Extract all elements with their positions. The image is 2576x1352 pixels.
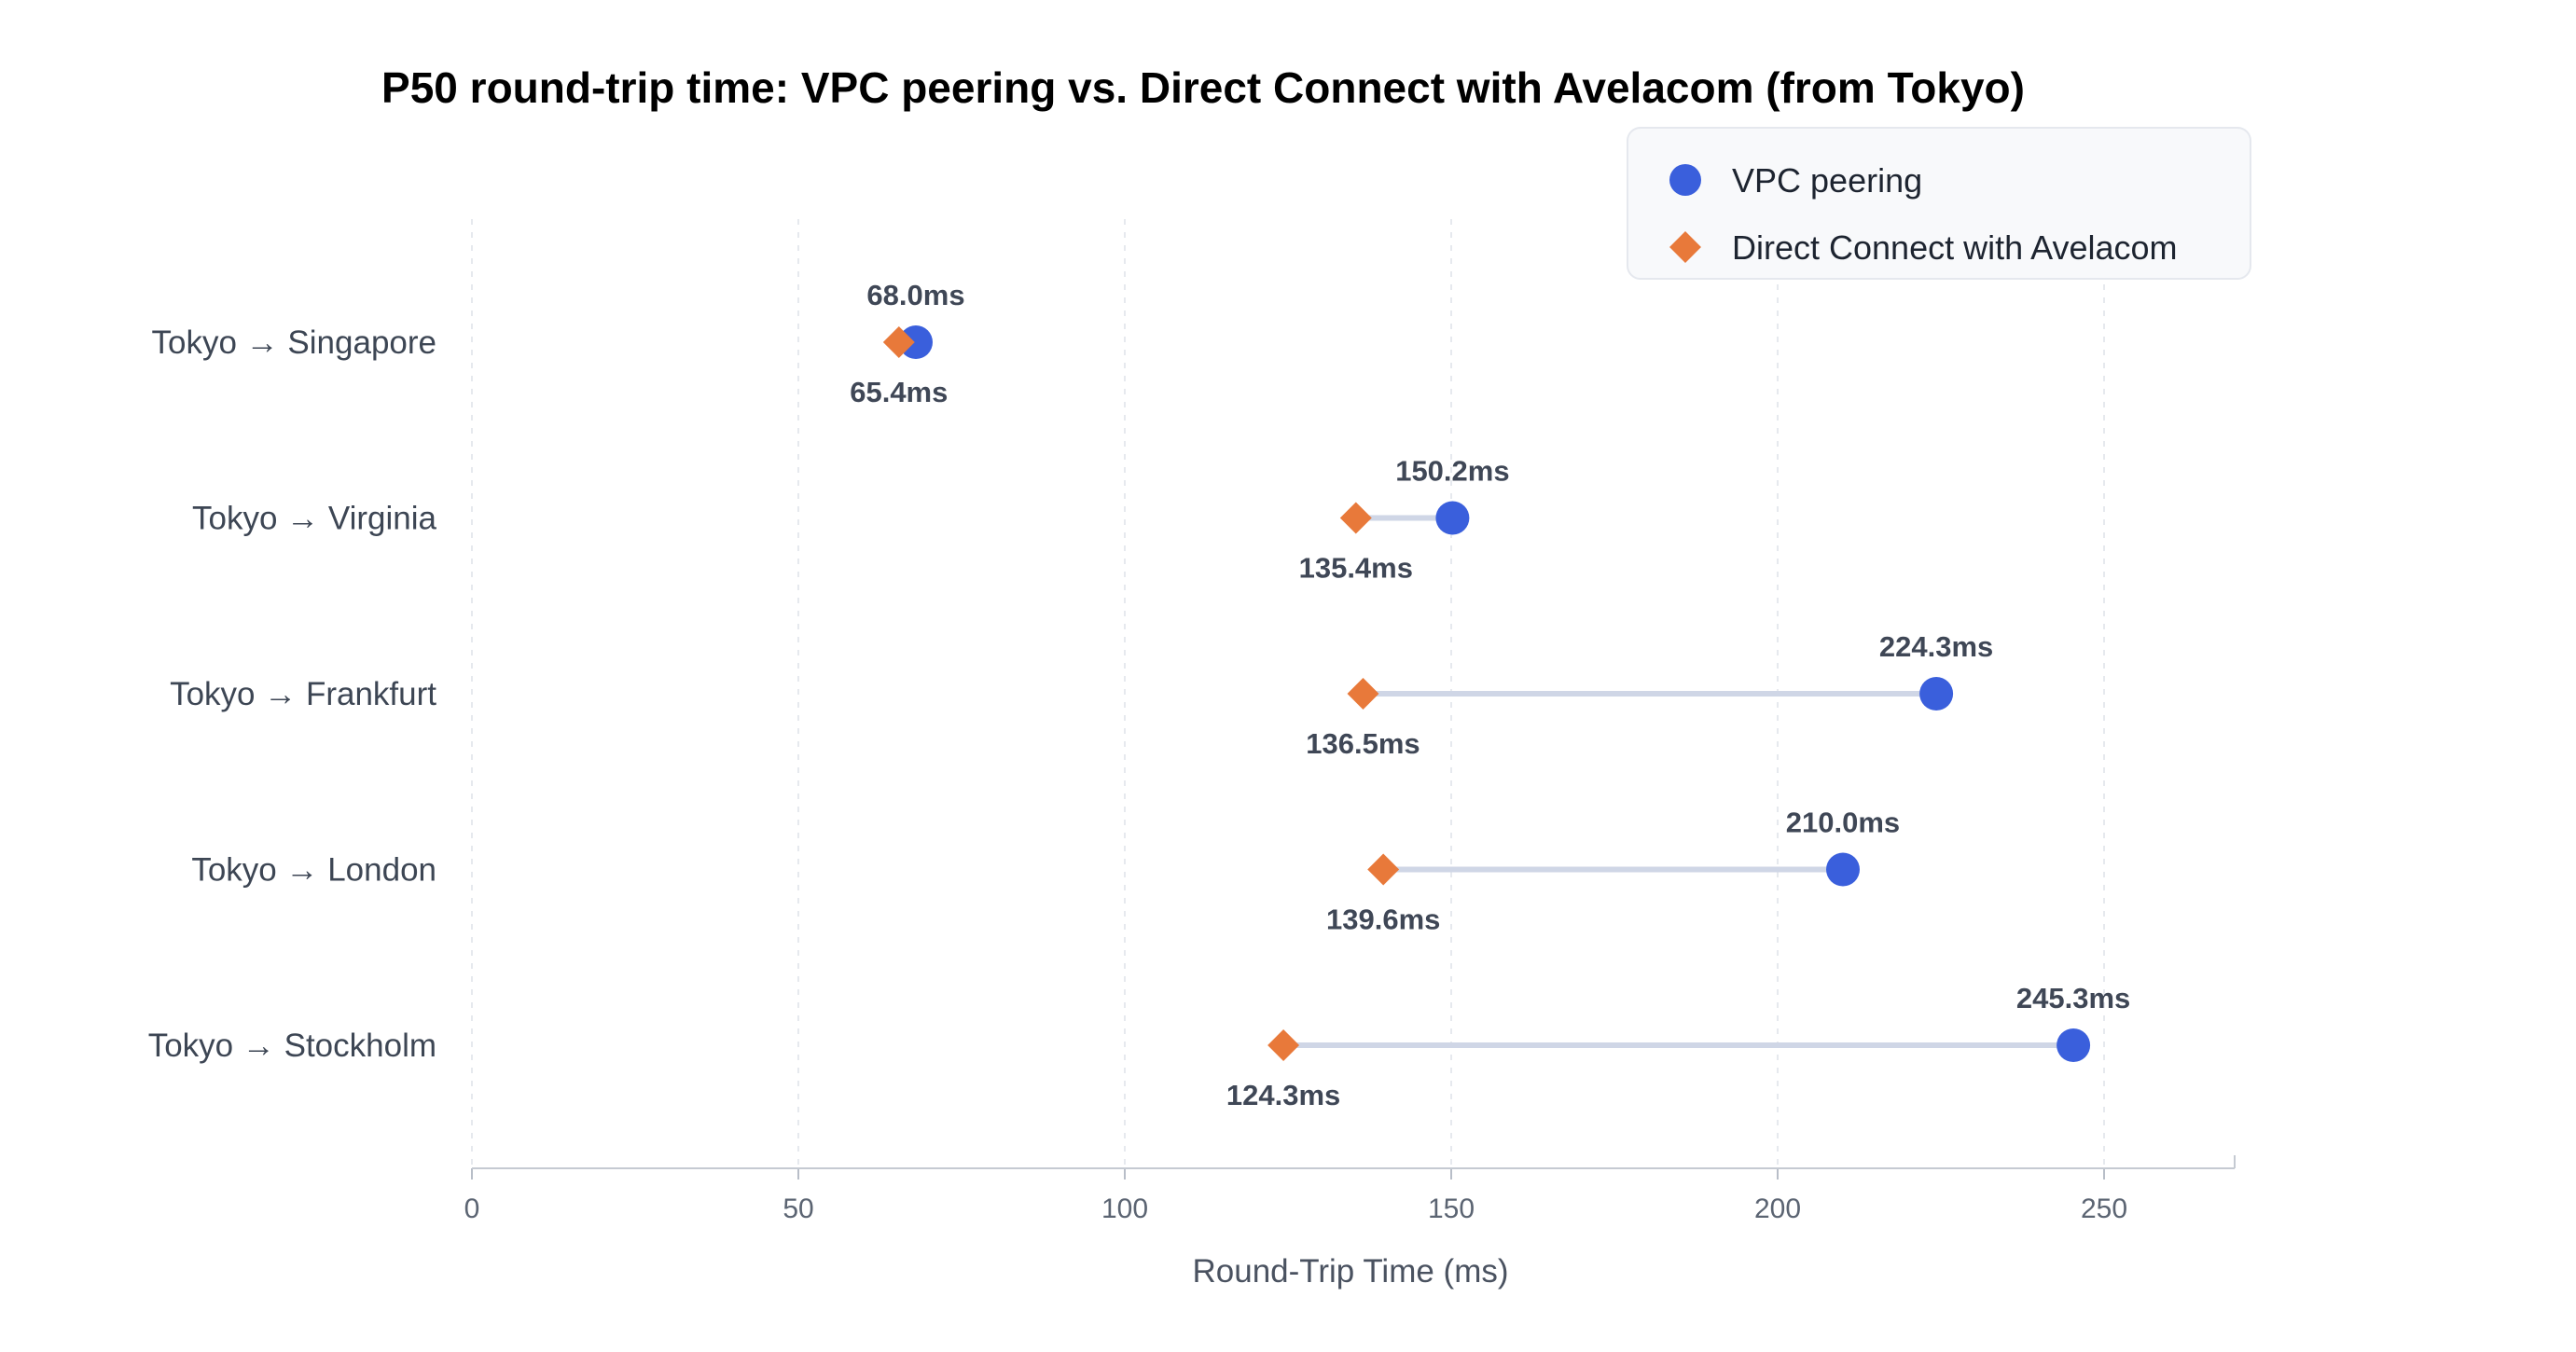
vpc-peering-label-tokyo-virginia: 150.2ms <box>1395 455 1509 488</box>
vpc-peering-label-tokyo-singapore: 68.0ms <box>866 279 964 311</box>
x-tick-label-250: 250 <box>2081 1193 2127 1224</box>
direct-connect-point-tokyo-singapore <box>882 326 915 358</box>
legend-direct-connect-diamond-icon <box>1669 231 1701 263</box>
vpc-peering-point-tokyo-singapore <box>899 325 933 359</box>
category-label-tokyo-virginia: Tokyo → Virginia <box>192 501 437 537</box>
x-axis-title: Round-Trip Time (ms) <box>1192 1253 1508 1290</box>
category-label-tokyo-frankfurt: Tokyo → Frankfurt <box>170 676 436 712</box>
legend-item-vpc-peering: VPC peering <box>1732 161 1922 200</box>
legend: VPC peering Direct Connect with Avelacom <box>1627 127 2251 280</box>
direct-connect-point-tokyo-london <box>1367 853 1400 886</box>
vpc-peering-point-tokyo-london <box>1826 852 1860 887</box>
category-label-tokyo-london: Tokyo → London <box>191 852 436 889</box>
vpc-peering-point-tokyo-virginia <box>1435 501 1470 535</box>
x-tick-label-200: 200 <box>1754 1193 1801 1224</box>
direct-connect-point-tokyo-frankfurt <box>1347 678 1379 710</box>
category-labels: Tokyo → Singapore Tokyo → Virginia Tokyo →… <box>148 324 437 1064</box>
direct-connect-label-tokyo-frankfurt: 136.5ms <box>1306 727 1420 760</box>
direct-connect-point-tokyo-virginia <box>1339 502 1372 534</box>
direct-connect-label-tokyo-london: 139.6ms <box>1326 904 1440 936</box>
category-label-tokyo-stockholm: Tokyo → Stockholm <box>148 1028 436 1064</box>
x-tick-label-100: 100 <box>1101 1193 1148 1224</box>
vpc-peering-label-tokyo-london: 210.0ms <box>1786 807 1900 839</box>
data-labels: 68.0ms 65.4ms 150.2ms 135.4ms 224.3ms 136.5ms… <box>850 279 2130 1111</box>
vpc-peering-point-tokyo-frankfurt <box>1919 677 1954 710</box>
connector-lines <box>895 339 2077 1048</box>
x-tick-label-50: 50 <box>782 1193 813 1224</box>
legend-item-direct-connect: Direct Connect with Avelacom <box>1732 228 2178 267</box>
direct-connect-label-tokyo-virginia: 135.4ms <box>1299 552 1413 585</box>
direct-connect-label-tokyo-singapore: 65.4ms <box>850 376 948 408</box>
data-markers <box>882 325 2091 1062</box>
legend-box <box>1627 127 2251 280</box>
vpc-peering-label-tokyo-frankfurt: 224.3ms <box>1879 630 1993 663</box>
vpc-peering-point-tokyo-stockholm <box>2057 1028 2091 1062</box>
category-label-tokyo-singapore: Tokyo → Singapore <box>152 324 436 361</box>
chart-title: P50 round-trip time: VPC peering vs. Dir… <box>381 63 2025 112</box>
vpc-peering-label-tokyo-stockholm: 245.3ms <box>2016 982 2130 1014</box>
x-tick-label-0: 0 <box>464 1193 480 1224</box>
direct-connect-label-tokyo-stockholm: 124.3ms <box>1226 1079 1340 1111</box>
legend-vpc-circle-icon <box>1669 164 1701 196</box>
direct-connect-point-tokyo-stockholm <box>1267 1029 1300 1061</box>
x-tick-label-150: 150 <box>1428 1193 1475 1224</box>
x-axis: 0 50 100 150 200 250 <box>464 1155 2236 1224</box>
